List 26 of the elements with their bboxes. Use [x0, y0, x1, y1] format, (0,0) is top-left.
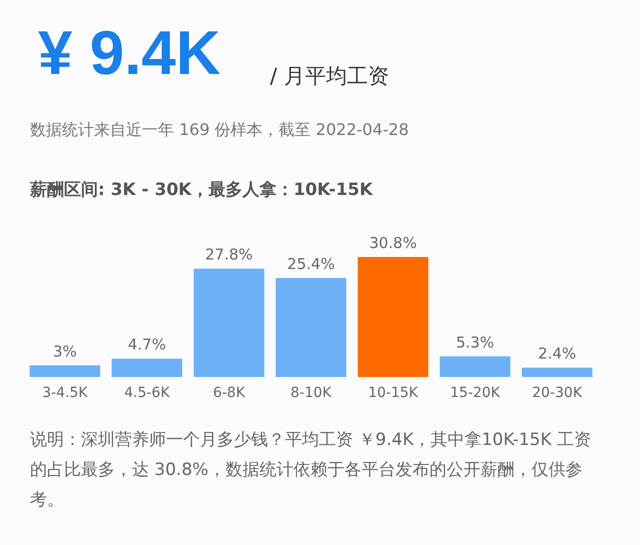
data-label: 27.8%: [205, 246, 253, 264]
x-tick-label: 3-4.5K: [42, 384, 88, 401]
x-tick-label: 8-10K: [290, 384, 332, 401]
x-tick-label: 6-8K: [212, 384, 246, 401]
x-tick-label: 20-30K: [532, 384, 583, 401]
chart-title: ¥ 9.4K: [38, 18, 221, 89]
data-label: 30.8%: [369, 234, 417, 252]
x-tick-label: 10-15K: [368, 384, 419, 401]
text: 薪酬区间: 3K - 30K，最多人拿：10K-15K: [30, 179, 373, 201]
data-label: 4.7%: [128, 336, 166, 354]
data-label: 5.3%: [456, 333, 494, 352]
bar: [522, 368, 592, 377]
data-label: 3%: [53, 342, 77, 360]
bar: [194, 268, 264, 377]
chart-subtitle: / 月平均工资: [270, 63, 389, 90]
data-label: 2.4%: [538, 344, 576, 363]
text: 数据统计来自近一年 169 份样本，截至 2022-04-28: [30, 120, 409, 141]
bar: [358, 257, 428, 377]
x-tick-label: 4.5-6K: [124, 384, 170, 401]
bar: [112, 358, 182, 377]
x-tick-label: 15-20K: [450, 384, 501, 401]
bar: [30, 365, 100, 377]
text: 说明：深圳营养师一个月多少钱？平均工资 ￥9.4K，其中拿10K-15K 工资的占比最多，达 30.8%，数据统计依赖于各平台发布的公开薪酬，仅供参考。: [30, 429, 592, 512]
data-label: 25.4%: [287, 255, 335, 274]
bar: [276, 278, 346, 377]
bar: [440, 356, 510, 377]
